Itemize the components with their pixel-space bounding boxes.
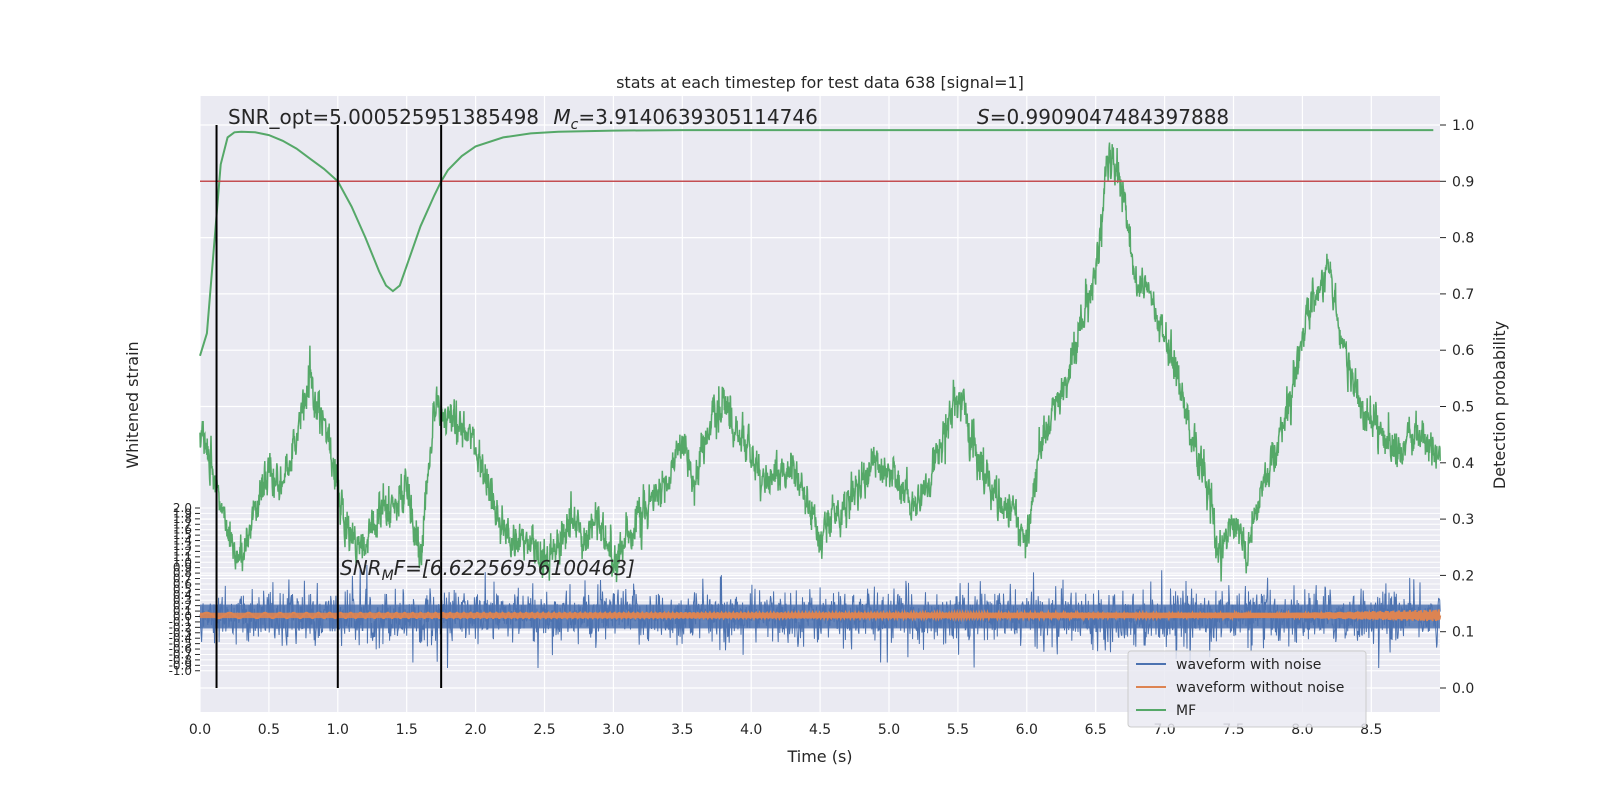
right-tick-label-8: 0.2 <box>1452 568 1474 584</box>
left-tick-label-10: 1.0 <box>173 555 192 569</box>
s-symbol: S <box>977 105 990 129</box>
left-tick-label-16: 0.4 <box>173 588 192 602</box>
x-tick-label-1: 0.5 <box>258 722 280 738</box>
annotation-snr-opt: SNR_opt=5.000525951385498 Mc=3.914063930… <box>228 105 818 133</box>
left-tick-label-24: -0.4 <box>169 631 192 645</box>
left-tick-label-28: -0.8 <box>169 653 192 667</box>
x-tick-label-9: 4.5 <box>809 722 831 738</box>
x-tick-label-3: 1.5 <box>396 722 418 738</box>
left-tick-label-9: 1.1 <box>173 550 192 564</box>
left-tick-label-29: -0.9 <box>169 658 192 672</box>
snr-opt-text: SNR_opt=5.000525951385498 <box>228 105 539 129</box>
noise-line <box>199 564 1441 669</box>
left-tick-label-21: -0.1 <box>169 615 192 629</box>
vertical-lines <box>215 125 443 688</box>
mf-line <box>199 142 1441 583</box>
right-tick-label-6: 0.4 <box>1452 456 1474 472</box>
right-tick-label-10: 0.0 <box>1452 681 1474 697</box>
right-tick-label-2: 0.8 <box>1452 231 1474 247</box>
x-tick-label-8: 4.0 <box>740 722 762 738</box>
annotation-s: S=0.9909047484397888 <box>977 105 1229 129</box>
waveform-without-noise <box>199 608 1442 623</box>
s-value: =0.9909047484397888 <box>990 105 1229 129</box>
left-axis-ticks: 2.01.91.81.71.61.51.41.31.21.11.00.90.80… <box>169 501 200 678</box>
left-tick-label-22: -0.2 <box>169 620 192 634</box>
left-tick-label-14: 0.6 <box>173 577 192 591</box>
right-tick-label-0: 1.0 <box>1452 118 1474 134</box>
x-tick-label-2: 1.0 <box>327 722 349 738</box>
left-tick-label-12: 0.8 <box>173 566 192 580</box>
x-tick-label-7: 3.5 <box>671 722 693 738</box>
x-tick-label-0: 0.0 <box>189 722 211 738</box>
prob-line <box>199 129 1434 357</box>
left-tick-label-6: 1.4 <box>173 534 192 548</box>
left-tick-label-25: -0.5 <box>169 637 192 651</box>
x-tick-label-4: 2.0 <box>464 722 486 738</box>
left-tick-label-19: 0.1 <box>173 604 192 618</box>
x-axis-label: Time (s) <box>786 747 852 766</box>
right-tick-label-4: 0.6 <box>1452 343 1474 359</box>
left-tick-label-26: -0.6 <box>169 642 192 656</box>
smooth-probability-line <box>199 129 1434 357</box>
mf-series <box>199 142 1441 583</box>
left-tick-label-0: 2.0 <box>173 501 192 515</box>
left-tick-label-11: 0.9 <box>173 561 192 575</box>
right-tick-label-5: 0.5 <box>1452 400 1474 416</box>
annotation-snr-mf: SNRMF=[6.62256956100463] <box>340 556 635 584</box>
left-tick-label-2: 1.8 <box>173 512 192 526</box>
snr-mf-rest: F=[6.62256956100463] <box>394 556 635 580</box>
left-tick-label-20: 0.0 <box>173 610 192 624</box>
right-tick-label-3: 0.7 <box>1452 287 1474 303</box>
left-tick-label-30: -1.0 <box>169 664 192 678</box>
left-tick-label-3: 1.7 <box>173 517 192 531</box>
left-tick-label-17: 0.3 <box>173 593 192 607</box>
x-tick-label-6: 3.0 <box>602 722 624 738</box>
legend-label-mf: MF <box>1176 703 1196 719</box>
left-tick-label-1: 1.9 <box>173 506 192 520</box>
x-tick-label-11: 5.5 <box>947 722 969 738</box>
left-tick-label-7: 1.3 <box>173 539 192 553</box>
left-axis-label: Whitened strain <box>123 341 142 468</box>
legend-label-clean: waveform without noise <box>1176 680 1344 696</box>
right-tick-label-9: 0.1 <box>1452 625 1474 641</box>
left-tick-label-4: 1.6 <box>173 523 192 537</box>
legend-box <box>1127 650 1367 728</box>
mc-value: =3.9140639305114746 <box>578 105 817 129</box>
clean-band <box>200 612 1440 619</box>
left-tick-label-27: -0.7 <box>169 647 192 661</box>
left-tick-label-23: -0.3 <box>169 626 192 640</box>
mc-subscript: c <box>571 117 579 133</box>
snr-mf-symbol: SNR <box>340 556 382 580</box>
x-tick-label-13: 6.5 <box>1085 722 1107 738</box>
x-tick-label-10: 5.0 <box>878 722 900 738</box>
x-tick-label-12: 6.0 <box>1016 722 1038 738</box>
right-tick-label-1: 0.9 <box>1452 174 1474 190</box>
chart-title: stats at each timestep for test data 638… <box>616 73 1024 92</box>
mc-symbol: M <box>553 105 570 129</box>
left-tick-label-13: 0.7 <box>173 572 192 586</box>
legend-label-noise: waveform with noise <box>1176 657 1321 673</box>
snr-mf-subscript: M <box>382 568 394 584</box>
right-axis-label: Detection probability <box>1490 321 1509 489</box>
left-tick-label-8: 1.2 <box>173 544 192 558</box>
right-tick-label-7: 0.3 <box>1452 512 1474 528</box>
left-tick-label-18: 0.2 <box>173 599 192 613</box>
x-tick-label-5: 2.5 <box>533 722 555 738</box>
legend: waveform with noise waveform without noi… <box>1127 650 1367 728</box>
left-tick-label-5: 1.5 <box>173 528 192 542</box>
left-tick-label-15: 0.5 <box>173 582 192 596</box>
right-axis-ticks: 1.0 0.9 0.8 0.7 0.6 0.5 0.4 0.3 0.2 0.1 0.0 <box>1440 118 1474 697</box>
